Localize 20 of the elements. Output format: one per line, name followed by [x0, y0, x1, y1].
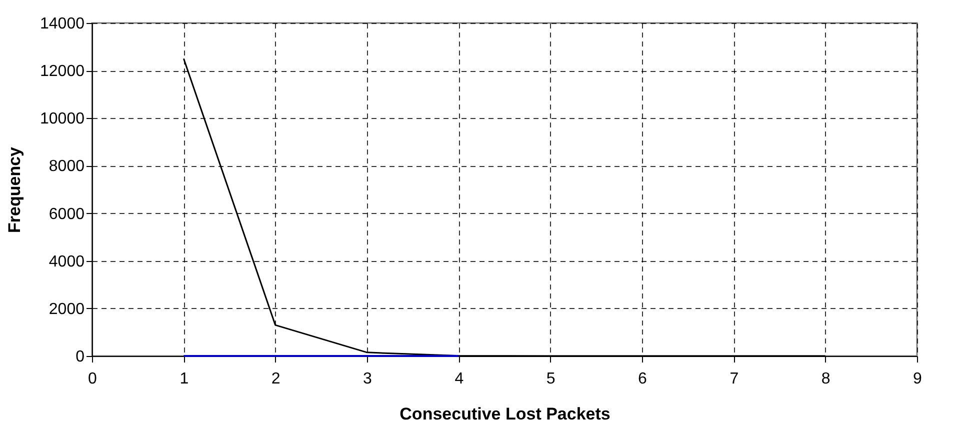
y-tick-label: 8000	[48, 158, 85, 176]
x-tick-label: 5	[546, 370, 556, 388]
x-tick-label: 7	[730, 370, 739, 388]
x-axis-title: Consecutive Lost Packets	[400, 404, 610, 424]
x-tick-label: 6	[638, 370, 648, 388]
x-tick-label: 9	[913, 370, 922, 388]
x-tick-label: 1	[180, 370, 189, 388]
x-tick-label: 8	[821, 370, 830, 388]
y-tick-label: 2000	[48, 300, 85, 318]
y-tick-label: 14000	[40, 16, 85, 32]
y-tick-label: 12000	[40, 63, 85, 80]
y-tick-label: 10000	[40, 110, 85, 128]
y-tick-label: 0	[76, 348, 85, 366]
y-tick-label: 6000	[48, 206, 85, 223]
x-tick-label: 2	[271, 370, 280, 388]
x-tick-label: 0	[88, 370, 98, 388]
y-tick-label: 4000	[48, 253, 85, 270]
y-axis-title: Frequency	[5, 146, 24, 233]
x-tick-label: 3	[363, 370, 372, 388]
x-tick-label: 4	[454, 370, 464, 388]
